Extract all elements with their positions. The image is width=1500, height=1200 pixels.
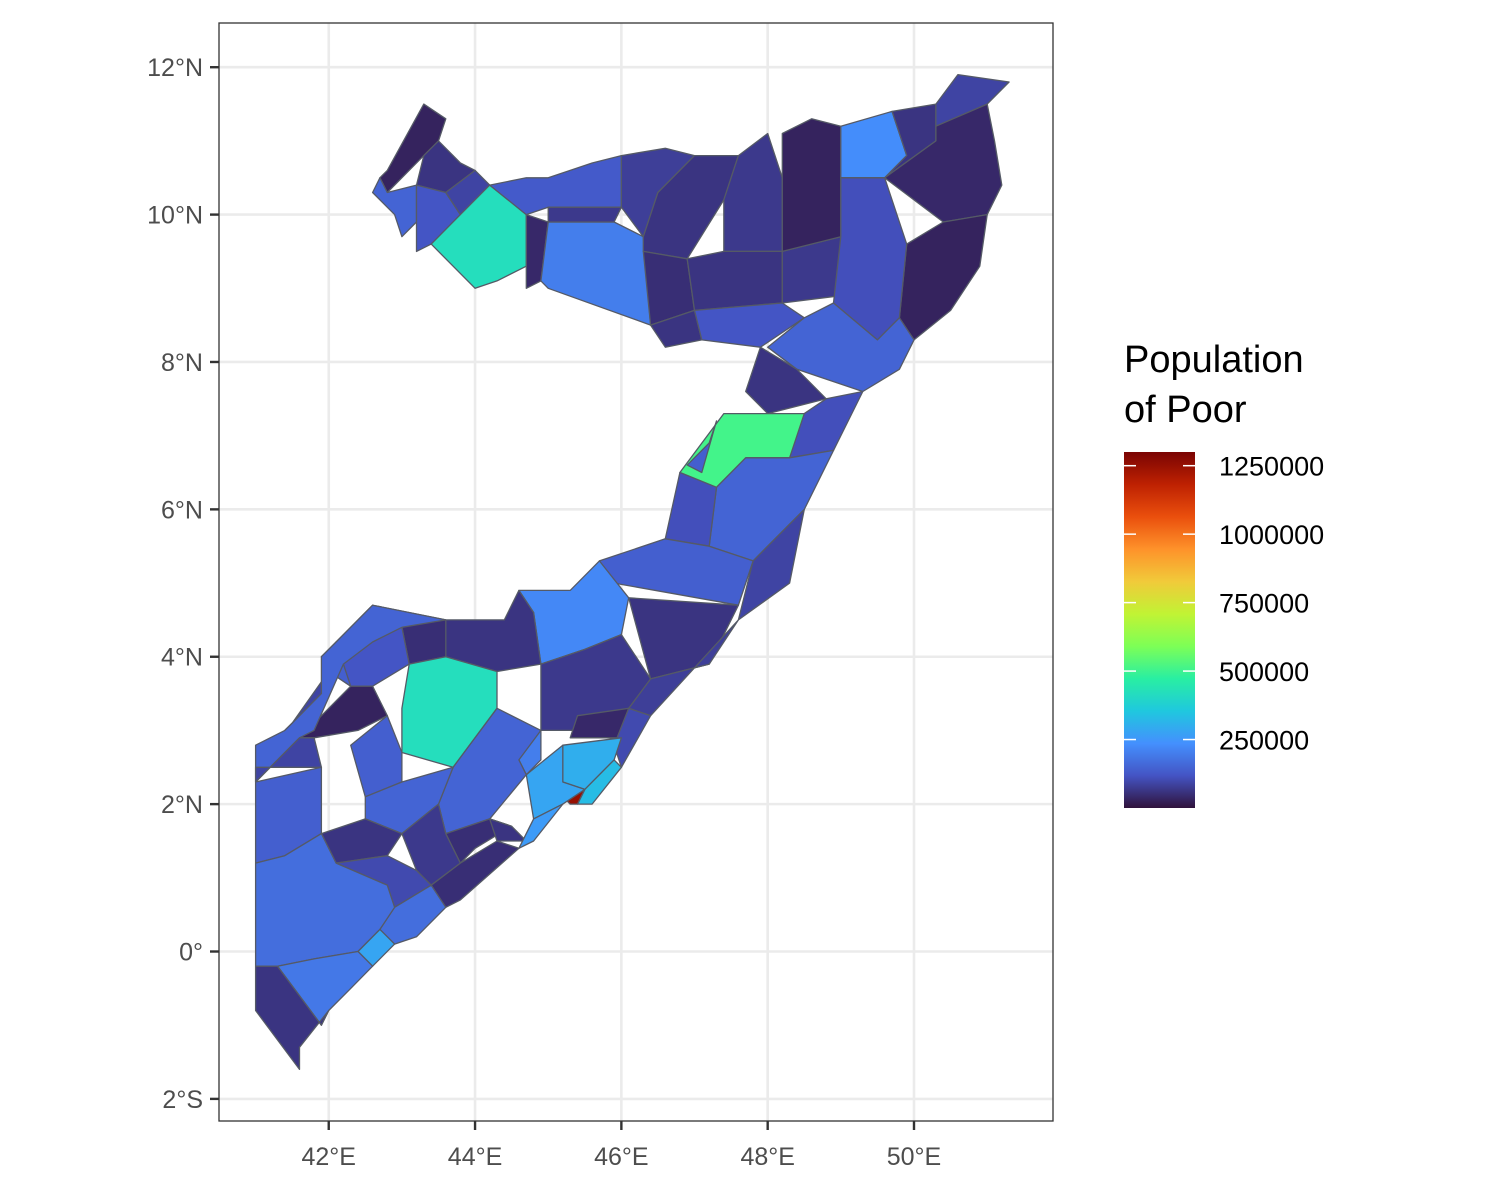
- legend-label-3: 1000000: [1219, 520, 1324, 550]
- x-tick-label-1: 44°E: [448, 1143, 502, 1171]
- district-37: [540, 633, 652, 732]
- x-tick-label-2: 46°E: [594, 1143, 648, 1171]
- x-tick-label-4: 50°E: [887, 1143, 941, 1171]
- x-tick-label-3: 48°E: [740, 1143, 794, 1171]
- district-7: [525, 213, 549, 289]
- district-60: [518, 803, 564, 849]
- legend-title-line-1: Population: [1124, 339, 1304, 381]
- legend-label-4: 1250000: [1219, 452, 1324, 482]
- panel-border: [218, 22, 1054, 1122]
- legend-title-line-2: of Poor: [1124, 389, 1247, 431]
- district-6: [489, 154, 623, 216]
- y-tick-label-7: 2°S: [162, 1086, 203, 1114]
- district-63: [254, 604, 447, 783]
- district-26: [745, 346, 827, 415]
- district-29: [788, 390, 864, 459]
- y-tick-label-0: 12°N: [147, 54, 203, 82]
- legend-label-1: 500000: [1219, 657, 1309, 687]
- legend-label-0: 250000: [1219, 726, 1309, 756]
- y-tick-label-1: 10°N: [147, 202, 203, 230]
- y-tick-label-4: 4°N: [161, 644, 203, 672]
- district-18: [781, 118, 842, 253]
- district-31: [737, 508, 805, 621]
- y-tick-label-5: 2°N: [161, 791, 203, 819]
- legend-colorbar: [1124, 452, 1195, 808]
- y-axis: 12°N 10°N 8°N 6°N 4°N 2°N 0° 2°S: [147, 54, 219, 1114]
- district-17: [693, 302, 805, 348]
- y-tick-label-3: 6°N: [161, 496, 203, 524]
- district-53: [350, 715, 403, 798]
- legend-ticks: 250000 500000 750000 1000000 1250000: [1124, 452, 1324, 756]
- districts: [254, 73, 1010, 1071]
- district-64: [254, 737, 323, 783]
- district-28: [686, 420, 718, 474]
- x-axis: 42°E 44°E 46°E 48°E 50°E: [301, 1121, 941, 1171]
- legend: Population of Poor 250000 500000 750000 100…: [1124, 339, 1324, 808]
- legend-label-2: 750000: [1219, 589, 1309, 619]
- district-15: [686, 250, 783, 312]
- x-tick-label-0: 42°E: [301, 1143, 355, 1171]
- district-21: [935, 73, 1010, 127]
- y-tick-label-6: 0°: [179, 939, 203, 967]
- district-2: [371, 177, 418, 238]
- y-tick-label-2: 8°N: [161, 349, 203, 377]
- district-69: [254, 965, 330, 1071]
- district-25: [767, 302, 915, 393]
- district-9: [547, 206, 623, 223]
